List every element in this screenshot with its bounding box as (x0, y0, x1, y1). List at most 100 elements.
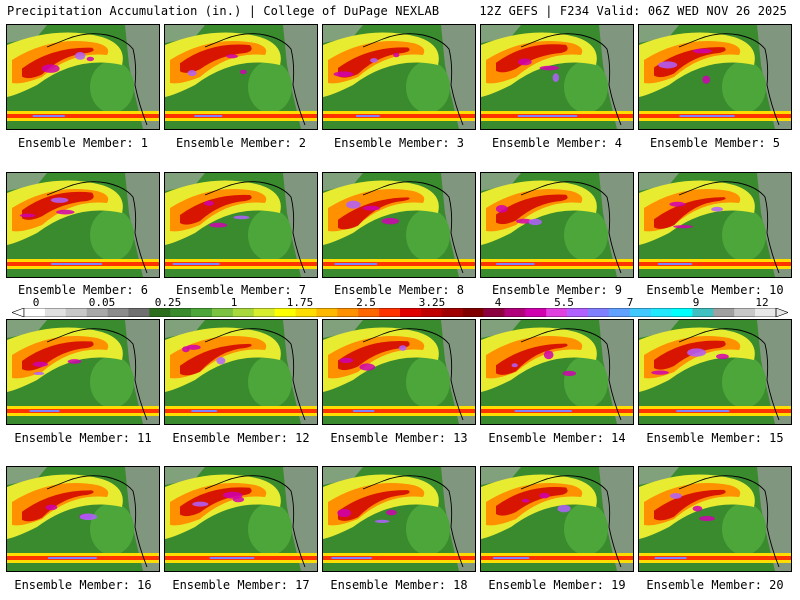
legend-swatch (358, 308, 380, 317)
legend-swatch (462, 308, 484, 317)
ensemble-member-map (480, 24, 634, 130)
legend-swatch (170, 308, 192, 317)
legend-colorbar (12, 308, 788, 317)
legend-swatch (483, 308, 505, 317)
ensemble-member-map (480, 319, 634, 425)
ensemble-member-map (322, 24, 476, 130)
legend-swatch (608, 308, 631, 317)
legend-tick-label: 5.5 (554, 296, 574, 309)
ensemble-member-map (638, 24, 792, 130)
ensemble-member-map (480, 172, 634, 278)
legend-swatch (212, 308, 234, 317)
ensemble-member-map (638, 172, 792, 278)
legend-swatch (128, 308, 150, 317)
valid-time: 12Z GEFS | F234 Valid: 06Z WED NOV 26 20… (479, 4, 787, 18)
ensemble-member-label: Ensemble Member: 9 (491, 283, 623, 297)
ensemble-member-label: Ensemble Member: 17 (172, 578, 310, 592)
legend-swatch (567, 308, 589, 317)
ensemble-member-map (6, 319, 160, 425)
ensemble-member-label: Ensemble Member: 10 (646, 283, 784, 297)
ensemble-member-label: Ensemble Member: 11 (14, 431, 152, 445)
precip-field (165, 467, 317, 571)
legend-swatch (149, 308, 171, 317)
legend-swatch (107, 308, 129, 317)
legend-swatch (629, 308, 651, 317)
precip-field (323, 320, 475, 424)
ensemble-member-map (6, 172, 160, 278)
legend-tick-label: 1.75 (286, 296, 314, 309)
legend-swatch (713, 308, 735, 317)
legend-swatch (44, 308, 67, 317)
legend-swatch (232, 308, 255, 317)
ensemble-member-label: Ensemble Member: 1 (17, 136, 149, 150)
precip-field (481, 467, 633, 571)
ensemble-member-label: Ensemble Member: 8 (333, 283, 465, 297)
ensemble-member-map (6, 466, 160, 572)
legend-swatch (400, 308, 422, 317)
color-legend: 0 0.05 0.25 1 1.75 2.5 3.25 4 5.5 7 9 12 (0, 296, 800, 318)
ensemble-member-label: Ensemble Member: 18 (330, 578, 468, 592)
ensemble-member-map (322, 466, 476, 572)
precip-field (481, 173, 633, 277)
ensemble-member-map (480, 466, 634, 572)
precip-field (323, 25, 475, 129)
precip-field (7, 320, 159, 424)
ensemble-member-map (164, 319, 318, 425)
legend-swatch (253, 308, 275, 317)
ensemble-member-label: Ensemble Member: 5 (649, 136, 781, 150)
legend-swatch (295, 308, 317, 317)
ensemble-member-label: Ensemble Member: 15 (646, 431, 784, 445)
legend-swatch (525, 308, 547, 317)
legend-tick-label: 1 (230, 296, 238, 309)
ensemble-member-label: Ensemble Member: 12 (172, 431, 310, 445)
ensemble-member-label: Ensemble Member: 4 (491, 136, 623, 150)
precip-field (481, 320, 633, 424)
precip-field (7, 25, 159, 129)
ensemble-member-label: Ensemble Member: 14 (488, 431, 626, 445)
ensemble-member-map (638, 319, 792, 425)
precip-field (481, 25, 633, 129)
legend-swatch (274, 308, 296, 317)
legend-tick-label: 3.25 (418, 296, 446, 309)
precip-field (639, 25, 791, 129)
legend-tick-label: 9 (692, 296, 700, 309)
legend-swatch (191, 308, 213, 317)
ensemble-member-label: Ensemble Member: 13 (330, 431, 468, 445)
precip-field (639, 320, 791, 424)
legend-swatch (337, 308, 359, 317)
legend-swatch (504, 308, 526, 317)
legend-tick-label: 7 (626, 296, 634, 309)
precip-field (7, 467, 159, 571)
legend-swatch (316, 308, 338, 317)
ensemble-member-map (322, 172, 476, 278)
legend-tick-label: 0 (32, 296, 40, 309)
ensemble-member-map (164, 172, 318, 278)
legend-swatch (650, 308, 672, 317)
ensemble-member-label: Ensemble Member: 6 (17, 283, 149, 297)
legend-swatch (65, 308, 87, 317)
legend-swatch (86, 308, 108, 317)
legend-tick-label: 2.5 (356, 296, 376, 309)
legend-swatch (734, 308, 756, 317)
legend-swatch (24, 308, 46, 317)
precip-field (165, 320, 317, 424)
ensemble-member-map (6, 24, 160, 130)
ensemble-member-map (322, 319, 476, 425)
ensemble-member-label: Ensemble Member: 3 (333, 136, 465, 150)
legend-tick-label: 12 (755, 296, 769, 309)
ensemble-member-label: Ensemble Member: 19 (488, 578, 626, 592)
ensemble-member-label: Ensemble Member: 20 (646, 578, 784, 592)
legend-swatch (692, 308, 714, 317)
precip-field (165, 173, 317, 277)
ensemble-member-label: Ensemble Member: 2 (175, 136, 307, 150)
legend-swatch (588, 308, 610, 317)
legend-tick-label: 0.05 (88, 296, 116, 309)
legend-swatch (671, 308, 693, 317)
ensemble-member-map (164, 24, 318, 130)
precip-field (165, 25, 317, 129)
legend-swatch (441, 308, 463, 317)
legend-swatch (546, 308, 568, 317)
legend-swatch (755, 308, 777, 317)
precip-field (323, 173, 475, 277)
